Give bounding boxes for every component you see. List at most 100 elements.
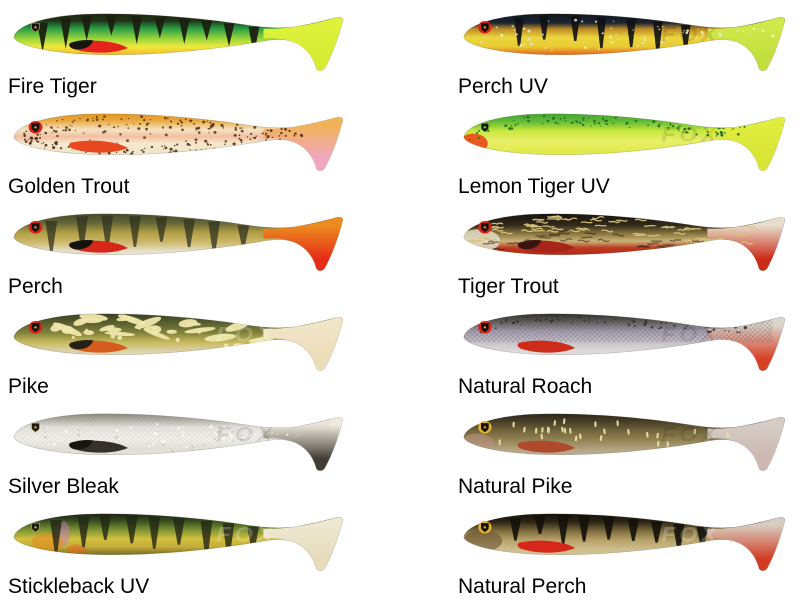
fox-watermark-text: FOX (216, 423, 276, 447)
color-pattern (45, 215, 250, 253)
color-pattern: FOX (463, 313, 773, 347)
lure-image: FOX (458, 3, 800, 75)
color-pattern (37, 15, 260, 57)
fox-rage-logo-icon (478, 421, 492, 434)
lure-graphic (13, 213, 344, 271)
lure-tail (707, 417, 785, 471)
lure-graphic: FOX (463, 313, 786, 371)
pectoral-fin (69, 140, 128, 153)
lure-body (463, 213, 786, 271)
lure-graphic: FOX (463, 513, 786, 571)
lure-image (8, 103, 400, 175)
lure-graphic (13, 113, 344, 171)
pectoral-fin (517, 340, 576, 353)
lure-image: FOX (8, 403, 400, 475)
lure-item: FOX Stickleback UV (0, 500, 400, 600)
fox-rage-logo-icon (28, 221, 43, 234)
lure-item: FOX Natural Perch (400, 500, 800, 600)
lure-tail (263, 217, 343, 271)
lure-body (463, 113, 786, 171)
lure-label: Tiger Trout (458, 275, 559, 298)
lure-graphic: FOX (13, 513, 344, 571)
pectoral-fin-front (69, 440, 94, 450)
lure-item: Perch (0, 200, 400, 300)
color-pattern: FOX (13, 413, 331, 453)
lure-item: FOX Perch UV (400, 0, 800, 100)
lure-label: Fire Tiger (8, 75, 97, 98)
lure-image: FOX (458, 503, 800, 575)
lure-tail (263, 317, 343, 371)
fox-rage-logo-icon (480, 122, 490, 133)
lure-tail (707, 17, 785, 71)
lure-item: Fire Tiger (0, 0, 400, 100)
lure-item: FOX Lemon Tiger UV (400, 100, 800, 200)
lure-image: FOX (8, 303, 400, 375)
pectoral-fin (517, 540, 576, 553)
color-pattern: FOX (31, 515, 276, 557)
lure-graphic: FOX (13, 313, 344, 371)
fox-watermark-text: FOX (661, 22, 720, 46)
lure-body (13, 313, 344, 371)
head-blotch (66, 544, 87, 556)
pectoral-fin-front (69, 240, 94, 250)
lure-body (13, 213, 344, 271)
fox-rage-logo-icon (28, 121, 43, 134)
lure-image (8, 3, 400, 75)
fox-watermark-text: FOX (216, 523, 276, 547)
head-blotch (463, 247, 495, 258)
lure-tail (707, 217, 785, 271)
fox-rage-logo-icon (478, 21, 492, 34)
lure-tail (707, 117, 785, 171)
pectoral-fin-front (517, 240, 542, 250)
fox-rage-logo-icon (31, 422, 40, 433)
lure-tail (263, 117, 343, 171)
lure-body (463, 413, 786, 471)
lure-graphic (463, 213, 786, 271)
lure-item: FOX Natural Pike (400, 400, 800, 500)
lure-tail (707, 517, 785, 571)
fox-watermark-text: FOX (661, 422, 720, 446)
lure-item: FOX Pike (0, 300, 400, 400)
lure-image: FOX (458, 103, 800, 175)
fox-rage-logo-icon (31, 22, 40, 33)
lure-item: FOX Silver Bleak (0, 400, 400, 500)
lure-label: Perch (8, 275, 63, 298)
lure-item: Tiger Trout (400, 200, 800, 300)
fox-rage-logo-icon (28, 321, 43, 334)
lure-tail (263, 517, 343, 571)
lure-image: FOX (458, 303, 800, 375)
color-pattern: FOX (463, 515, 720, 552)
lure-body (463, 13, 786, 71)
lure-label: Stickleback UV (8, 575, 150, 598)
lure-label: Silver Bleak (8, 475, 119, 498)
lure-label: Natural Pike (458, 475, 573, 498)
fox-rage-logo-icon (478, 321, 492, 334)
lure-graphic: FOX (463, 13, 786, 71)
lure-label: Golden Trout (8, 175, 130, 198)
fox-watermark-text: FOX (661, 322, 720, 346)
fox-watermark-text: FOX (661, 122, 720, 146)
lure-body (13, 113, 344, 171)
lure-tail (263, 17, 343, 71)
lure-image: FOX (458, 403, 800, 475)
lure-graphic: FOX (463, 113, 786, 171)
lure-label: Pike (8, 375, 49, 398)
fox-rage-logo-icon (478, 221, 492, 234)
lure-label: Natural Perch (458, 575, 587, 598)
pectoral-fin (517, 440, 576, 453)
pectoral-fin-front (69, 40, 94, 50)
lure-graphic (13, 13, 344, 71)
lure-image (458, 203, 800, 275)
lure-graphic: FOX (13, 413, 344, 471)
lure-image (8, 203, 400, 275)
fox-rage-logo-icon (31, 522, 40, 533)
head-blotch (463, 133, 488, 154)
lure-label: Lemon Tiger UV (458, 175, 610, 198)
lure-label: Natural Roach (458, 375, 593, 398)
fox-rage-logo-icon (478, 521, 492, 534)
fox-watermark-text: FOX (661, 522, 720, 546)
lure-image: FOX (8, 503, 400, 575)
pectoral-fin-front (69, 340, 94, 350)
lure-graphic: FOX (463, 413, 786, 471)
color-pattern (23, 115, 304, 156)
